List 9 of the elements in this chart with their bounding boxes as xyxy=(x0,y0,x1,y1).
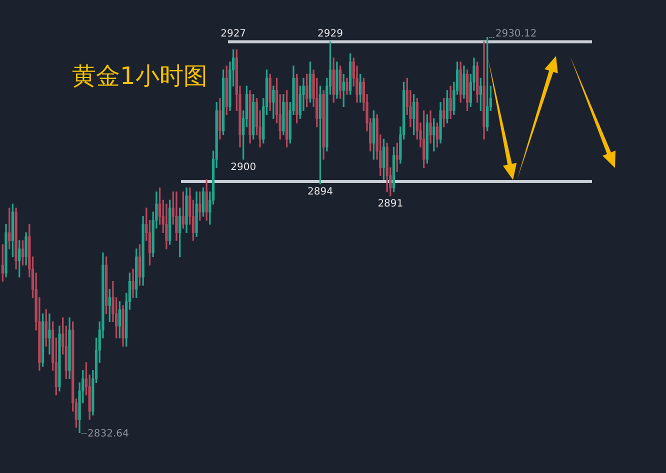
annotation: 2927 xyxy=(220,28,246,40)
text: 黄金1小时图 xyxy=(72,62,208,91)
annotation: 2900 xyxy=(230,162,256,173)
annotation: 2930.12 xyxy=(495,28,537,40)
annotation: 2891 xyxy=(378,198,404,210)
annotation: 2894 xyxy=(307,186,333,198)
annotation: 2929 xyxy=(318,28,343,40)
annotation: 2832.64 xyxy=(88,428,129,440)
candlestick xyxy=(48,313,51,355)
